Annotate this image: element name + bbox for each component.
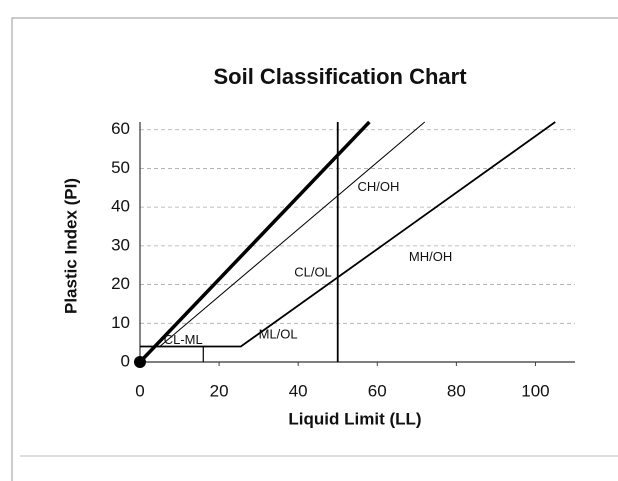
y-tick-label: 0: [121, 351, 130, 370]
origin-dot: [134, 356, 146, 368]
y-tick-label: 20: [111, 274, 130, 293]
y-axis-label: Plastic Index (PI): [61, 178, 80, 314]
x-tick-label: 60: [368, 381, 387, 400]
chart-title: Soil Classification Chart: [213, 64, 467, 89]
y-tick-label: 10: [111, 313, 130, 332]
x-tick-label: 0: [135, 381, 144, 400]
x-tick-label: 20: [210, 381, 229, 400]
annotation: ML/OL: [259, 326, 298, 341]
frame: [11, 17, 618, 481]
x-tick-label: 80: [447, 381, 466, 400]
y-tick-label: 30: [111, 235, 130, 254]
y-tick-label: 40: [111, 197, 130, 216]
x-tick-label: 100: [521, 381, 549, 400]
x-axis-label: Liquid Limit (LL): [288, 409, 421, 428]
line: [159, 121, 426, 347]
annotation: CL-ML: [164, 332, 203, 347]
line: [138, 120, 371, 364]
x-tick-label: 40: [289, 381, 308, 400]
line: [140, 121, 556, 348]
annotation: CH/OH: [358, 179, 400, 194]
annotation: CL/OL: [294, 264, 332, 279]
y-tick-label: 50: [111, 158, 130, 177]
annotation: MH/OH: [409, 249, 452, 264]
y-tick-label: 60: [111, 119, 130, 138]
